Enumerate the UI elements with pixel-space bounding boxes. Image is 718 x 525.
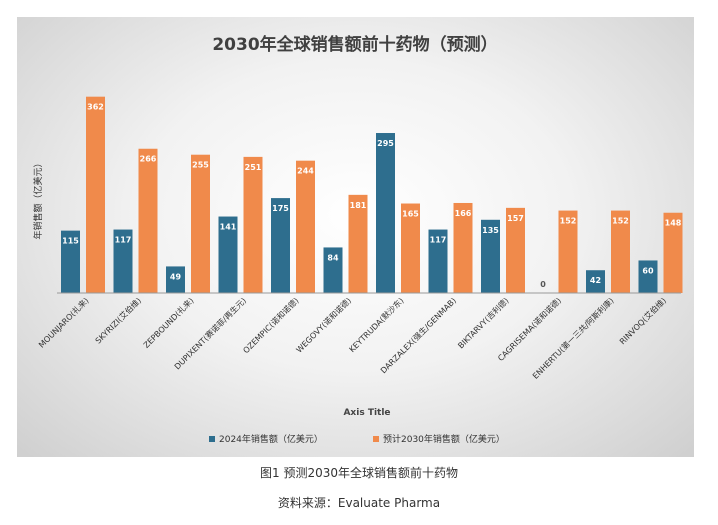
value-label-2030-9: 152	[560, 217, 577, 226]
value-label-2024-7: 117	[430, 236, 447, 245]
value-label-2024-9: 0	[540, 280, 546, 289]
value-label-2024-8: 135	[482, 226, 499, 235]
category-label-10: ENHERTU(第一三共/阿斯利康)	[530, 295, 615, 380]
value-label-2024-4: 175	[272, 204, 289, 213]
bars-layer	[61, 96, 683, 293]
category-label-11: RINVOQ(艾伯维)	[617, 295, 668, 346]
value-label-2024-0: 115	[62, 237, 79, 246]
y-axis-title: 年销售额（亿美元）	[32, 158, 44, 239]
legend-label-0: 2024年销售额（亿美元）	[219, 433, 323, 445]
category-label-4: OZEMPIC(诺和诺德)	[241, 295, 301, 355]
bar-2024-10	[586, 270, 605, 293]
value-label-2030-2: 255	[192, 161, 209, 170]
legend-label-1: 预计2030年销售额（亿美元）	[383, 433, 505, 445]
bar-2030-11	[663, 212, 683, 293]
bar-2024-1	[113, 229, 133, 293]
bar-2024-0	[61, 230, 80, 293]
chart-title: 2030年全球销售额前十药物（预测）	[212, 34, 497, 55]
value-label-2030-6: 165	[402, 210, 419, 219]
bar-2030-3	[243, 156, 263, 293]
bar-chart: 2030年全球销售额前十药物（预测） 年销售额（亿美元） 115 362 117 26…	[32, 34, 683, 445]
chart-panel: 2030年全球销售额前十药物（预测） 年销售额（亿美元） 115 362 117 26…	[17, 17, 694, 457]
value-label-2024-2: 49	[170, 272, 182, 281]
value-label-2030-7: 166	[455, 209, 472, 218]
bar-2030-8	[506, 207, 525, 293]
bar-2030-5	[348, 194, 368, 293]
source-caption: 资料来源：Evaluate Pharma	[277, 496, 441, 510]
category-label-8: BIKTARVY(吉利德)	[456, 295, 511, 350]
value-label-2024-3: 141	[220, 223, 237, 232]
bar-2024-4	[271, 198, 290, 293]
value-label-2024-10: 42	[590, 276, 601, 285]
bar-2030-2	[191, 154, 210, 293]
value-label-2030-1: 266	[140, 155, 157, 164]
value-label-2030-3: 251	[245, 163, 262, 172]
figure-caption: 图1 预测2030年全球销售额前十药物	[260, 466, 458, 480]
legend-swatch-1	[373, 436, 379, 442]
bar-2030-6	[401, 203, 420, 293]
category-label-5: WEGOVY(诺和诺德)	[294, 295, 353, 354]
bar-2024-7	[428, 229, 448, 293]
bar-2030-10	[611, 210, 630, 293]
value-label-2030-0: 362	[87, 103, 104, 112]
bar-2030-9	[558, 210, 578, 293]
value-label-2030-11: 148	[665, 219, 682, 228]
bar-2024-8	[481, 219, 500, 293]
bar-2030-1	[138, 148, 158, 293]
value-label-2030-8: 157	[507, 214, 524, 223]
bar-2024-6	[376, 133, 395, 293]
bar-2024-5	[323, 247, 343, 293]
value-label-2030-5: 181	[350, 201, 367, 210]
value-labels-layer: 115 362 117 266 49 255 141 251 175 244 84 181 295 165…	[62, 103, 682, 289]
value-label-2024-6: 295	[377, 139, 394, 148]
bar-2024-2	[166, 266, 185, 293]
bar-2030-7	[453, 202, 473, 293]
bar-2024-3	[218, 216, 238, 293]
category-label-2: ZEPBOUND(礼来)	[141, 295, 196, 350]
legend-swatch-0	[209, 436, 215, 442]
value-label-2024-11: 60	[642, 266, 654, 275]
category-label-0: MOUNJARO(礼来)	[36, 295, 90, 349]
value-label-2024-1: 117	[115, 236, 132, 245]
category-label-6: KEYTRUDA(默沙东)	[347, 295, 406, 354]
value-label-2030-4: 244	[297, 167, 314, 176]
legend: 2024年销售额（亿美元） 预计2030年销售额（亿美元）	[209, 433, 505, 445]
value-label-2024-5: 84	[327, 253, 339, 262]
bar-2024-11	[638, 260, 658, 293]
value-label-2030-10: 152	[612, 217, 629, 226]
bar-2030-0	[86, 96, 105, 293]
x-axis-title: Axis Title	[343, 408, 390, 418]
category-labels-layer: MOUNJARO(礼来) SKYRIZI(艾伯维)ZEPBOUND(礼来)DUPI…	[36, 295, 668, 380]
bar-2030-4	[296, 160, 315, 293]
category-label-1: SKYRIZI(艾伯维)	[93, 295, 143, 345]
